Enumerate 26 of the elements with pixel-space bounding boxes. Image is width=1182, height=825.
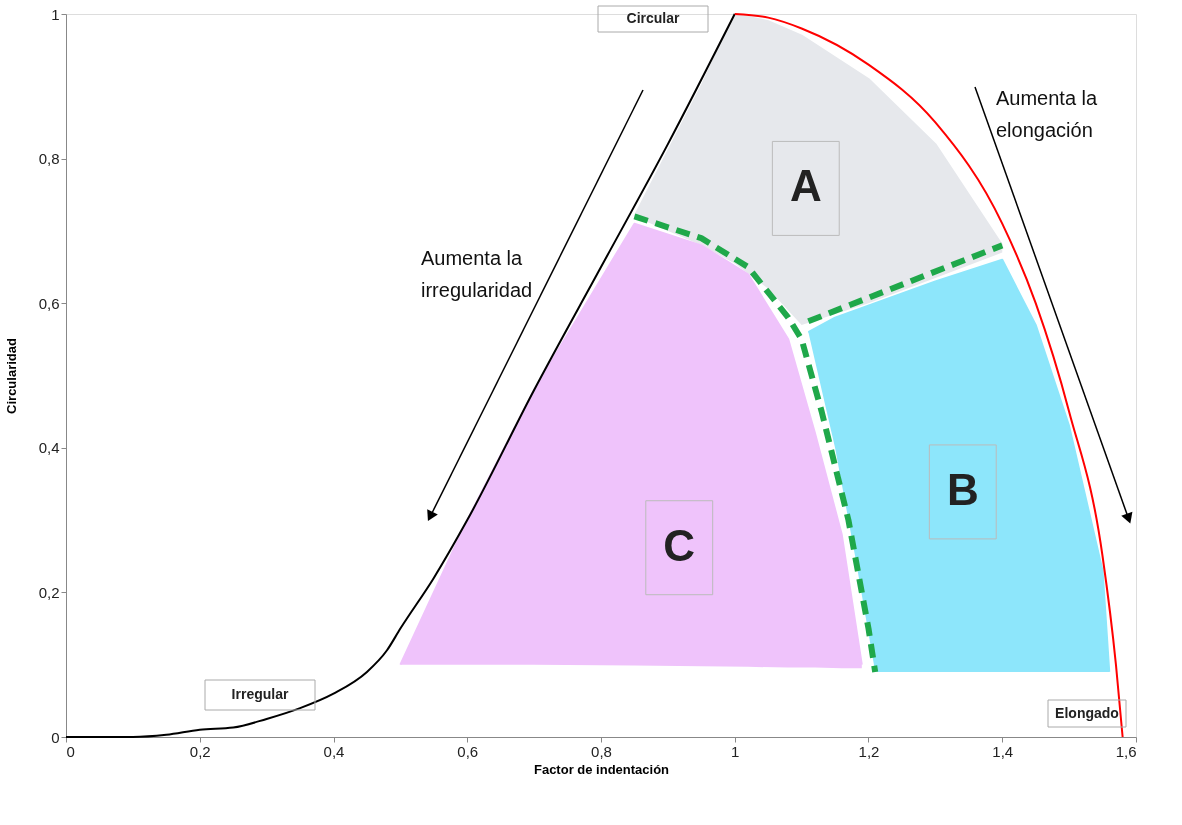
annotation: Aumenta la elongación xyxy=(996,87,1099,141)
x-tick-label: 1,6 xyxy=(1115,742,1137,760)
y-tick-label: 0,8 xyxy=(38,150,60,168)
text: A xyxy=(789,161,822,211)
y-tick-label: 1 xyxy=(51,5,60,23)
x-axis-title: Factor de indentación xyxy=(533,761,670,777)
x-tick-label: 0,8 xyxy=(591,742,612,760)
y-tick-label: 0,4 xyxy=(38,439,60,457)
y-tick-label: 0,6 xyxy=(38,294,60,312)
x-tick-label: 1,2 xyxy=(858,742,880,760)
x-tick-label: 0 xyxy=(66,742,75,760)
line-series xyxy=(733,13,1124,738)
annotation: Circular xyxy=(626,10,680,26)
x-tick-label: 1,4 xyxy=(992,742,1014,760)
y-tick-label: 0 xyxy=(51,728,60,746)
x-tick-label: 0,6 xyxy=(457,742,479,760)
annotation: Aumenta la irregularidad xyxy=(421,247,533,301)
annotation: Irregular xyxy=(231,686,289,702)
y-axis-title: Circularidad xyxy=(3,338,19,414)
x-tick-label: 0,4 xyxy=(323,742,345,760)
y-tick-label: 0,2 xyxy=(38,583,60,601)
annotation: Elongado xyxy=(1055,704,1119,721)
x-tick-label: 0,2 xyxy=(189,742,211,760)
x-tick-label: 1 xyxy=(731,742,740,760)
text: B xyxy=(946,464,979,514)
text: C xyxy=(663,520,696,570)
